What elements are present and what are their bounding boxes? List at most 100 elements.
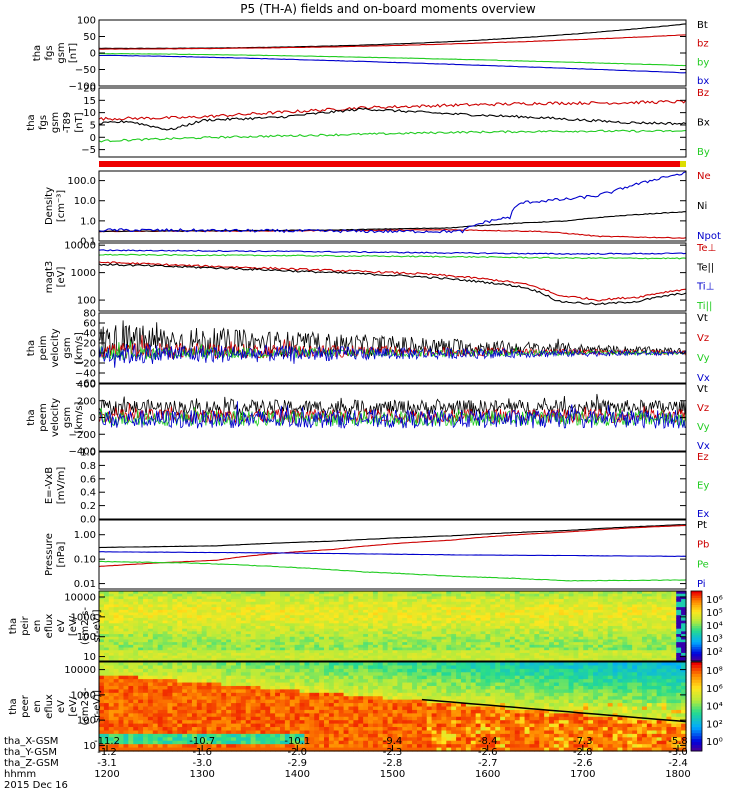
- spectrogram-cell: [255, 716, 262, 721]
- spectrogram-cell: [416, 642, 423, 646]
- spectrogram-cell: [143, 672, 149, 677]
- spectrogram-cell: [343, 639, 350, 643]
- spectrogram-cell: [338, 682, 345, 687]
- spectrogram-cell: [201, 642, 208, 646]
- spectrogram-cell: [235, 662, 242, 667]
- spectrogram-cell: [255, 596, 262, 600]
- spectrogram-cell: [108, 662, 115, 667]
- spectrogram-cell: [465, 591, 472, 595]
- spectrogram-cell: [162, 596, 169, 600]
- spectrogram-cell: [509, 642, 516, 646]
- spectrogram-cell: [392, 740, 398, 745]
- spectrogram-cell: [177, 679, 183, 684]
- spectrogram-cell: [328, 668, 335, 673]
- spectrogram-cell: [304, 747, 310, 752]
- spectrogram-cell: [162, 634, 169, 638]
- spectrogram-cell: [382, 620, 389, 624]
- spectrogram-cell: [167, 634, 173, 638]
- panel-frame: [98, 87, 687, 158]
- spectrogram-cell: [182, 675, 188, 680]
- spectrogram-cell: [412, 658, 418, 662]
- spectrogram-cell: [245, 607, 252, 611]
- spectrogram-cell: [216, 672, 222, 677]
- spectrogram-cell: [568, 634, 575, 638]
- spectrogram-cell: [191, 747, 198, 752]
- spectrogram-cell: [358, 631, 364, 635]
- spectrogram-cell: [358, 626, 364, 630]
- spectrogram-cell: [333, 620, 340, 624]
- spectrogram-cell: [549, 591, 555, 595]
- spectrogram-cell: [187, 699, 193, 704]
- spectrogram-cell: [529, 650, 535, 654]
- spectrogram-cell: [309, 609, 315, 614]
- spectrogram-cell: [475, 634, 482, 638]
- spectrogram-cell: [676, 601, 682, 606]
- spectrogram-cell: [284, 703, 291, 708]
- spectrogram-cell: [402, 596, 408, 600]
- spectrogram-cell: [588, 626, 594, 630]
- spectrogram-cell: [275, 733, 281, 738]
- spectrogram-cell: [147, 730, 154, 735]
- spectrogram-cell: [328, 720, 335, 725]
- spectrogram-cell: [138, 655, 144, 659]
- spectrogram-cell: [235, 609, 242, 614]
- spectrogram-cell: [245, 675, 252, 680]
- spectrogram-cell: [118, 626, 125, 630]
- spectrogram-cell: [617, 642, 624, 646]
- spectrogram-cell: [509, 647, 516, 651]
- spectrogram-cell: [363, 644, 369, 649]
- spectrogram-cell: [460, 631, 467, 635]
- spectrogram-cell: [167, 685, 173, 690]
- spectrogram-cell: [333, 601, 340, 606]
- spectrogram-cell: [348, 623, 354, 627]
- spectrogram-cell: [661, 628, 668, 632]
- spectrogram-cell: [416, 652, 423, 657]
- spectrogram-cell: [671, 647, 677, 651]
- spectrogram-cell: [143, 747, 149, 752]
- spectrogram-cell: [138, 665, 144, 670]
- spectrogram-cell: [343, 730, 350, 735]
- spectrogram-cell: [191, 662, 198, 667]
- spectrogram-cell: [632, 599, 638, 603]
- spectrogram-cell: [231, 639, 237, 643]
- spectrogram-cell: [397, 596, 403, 600]
- spectrogram-cell: [602, 607, 609, 611]
- spectrogram-cell: [294, 593, 301, 597]
- spectrogram-cell: [617, 601, 624, 606]
- spectrogram-cell: [319, 706, 325, 711]
- spectrogram-cell: [255, 692, 262, 697]
- spectrogram-cell: [632, 650, 638, 654]
- spectrogram-cell: [534, 644, 540, 649]
- spectrogram-cell: [372, 665, 379, 670]
- spectrogram-cell: [485, 593, 491, 597]
- spectrogram-cell: [201, 672, 208, 677]
- spectrogram-cell: [397, 658, 403, 662]
- spectrogram-cell: [309, 672, 315, 677]
- spectrogram-cell: [402, 626, 408, 630]
- spectrogram-cell: [152, 744, 159, 749]
- spectrogram-cell: [324, 744, 330, 749]
- spectrogram-cell: [99, 628, 105, 632]
- spectrogram-cell: [152, 642, 159, 646]
- spectrogram-cell: [226, 658, 232, 662]
- spectrogram-cell: [128, 636, 134, 641]
- spectrogram-cell: [270, 730, 276, 735]
- spectrogram-cell: [666, 617, 672, 622]
- spectrogram-cell: [426, 620, 433, 624]
- spectrogram-cell: [441, 601, 447, 606]
- spectrogram-cell: [99, 636, 105, 641]
- spectrogram-cell: [451, 615, 457, 619]
- spectrogram-cell: [99, 727, 105, 732]
- spectrogram-cell: [460, 604, 467, 608]
- spectrogram-cell: [187, 744, 193, 749]
- spectrogram-cell: [260, 617, 266, 622]
- spectrogram-cell: [681, 636, 687, 641]
- spectrogram-cell: [143, 733, 149, 738]
- y-tick-label: 20: [83, 339, 96, 350]
- spectrogram-cell: [661, 631, 668, 635]
- spectrogram-cell: [363, 723, 369, 728]
- spectrogram-cell: [387, 655, 394, 659]
- spectrogram-cell: [671, 607, 677, 611]
- spectrogram-cell: [627, 601, 633, 606]
- spectrogram-cell: [534, 591, 540, 595]
